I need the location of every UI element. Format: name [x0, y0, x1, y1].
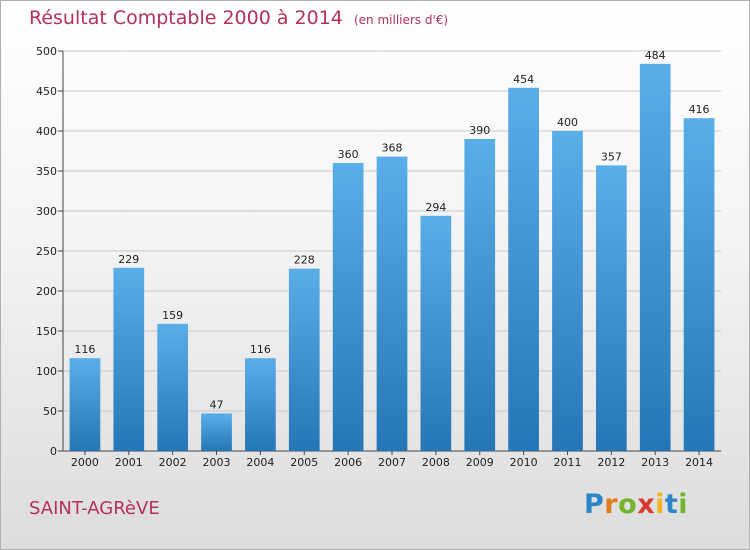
data-label-2004: 116	[250, 343, 271, 356]
y-tick-label: 450	[36, 85, 57, 98]
chart-title: Résultat Comptable 2000 à 2014 (en milli…	[29, 7, 448, 29]
data-label-2010: 454	[513, 73, 534, 86]
data-label-2001: 229	[118, 253, 139, 266]
bar-2003	[201, 413, 232, 451]
data-label-2013: 484	[645, 49, 666, 62]
bar-2009	[464, 139, 496, 451]
y-tick-label: 300	[36, 205, 57, 218]
x-tick-label: 2011	[553, 456, 581, 469]
data-label-2005: 228	[294, 254, 315, 267]
y-tick-label: 150	[36, 325, 57, 338]
bars	[69, 63, 715, 452]
logo-letter: r	[604, 489, 619, 520]
bar-2006	[332, 163, 364, 451]
x-tick-label: 2007	[378, 456, 406, 469]
y-tick-label: 500	[36, 45, 57, 58]
chart-title-text: Résultat Comptable 2000 à 2014	[29, 7, 343, 29]
x-tick-label: 2003	[203, 456, 231, 469]
bar-2012	[595, 165, 627, 451]
data-label-2000: 116	[74, 343, 95, 356]
data-label-2009: 390	[469, 124, 490, 137]
bar-2011	[552, 131, 583, 451]
x-tick-label: 2008	[422, 456, 450, 469]
y-tick-label: 0	[50, 445, 57, 458]
data-label-2002: 159	[162, 309, 183, 322]
y-tick-label: 400	[36, 125, 57, 138]
x-tick-label: 2012	[597, 456, 625, 469]
y-tick-label: 250	[36, 245, 57, 258]
data-label-2007: 368	[382, 142, 403, 155]
bar-2005	[288, 268, 320, 451]
logo-letter: t	[664, 489, 679, 520]
y-tick-label: 350	[36, 165, 57, 178]
x-tick-label: 2000	[71, 456, 99, 469]
bar-2002	[157, 323, 189, 451]
x-tick-label: 2010	[510, 456, 538, 469]
bar-2004	[245, 358, 276, 451]
bar-2014	[683, 118, 715, 451]
axes: 0 50 100 150 200 250 300 350 400 450 500 2000 2001 20…	[36, 45, 721, 469]
proxiti-logo[interactable]: Proxiti	[584, 489, 688, 520]
logo-letter: i	[678, 489, 689, 520]
logo-letter: P	[584, 489, 605, 520]
data-label-2014: 416	[689, 103, 710, 116]
x-tick-label: 2013	[641, 456, 669, 469]
labels: 116 229 159 47 116 228 360 368 294 390 454 400 357 48…	[74, 49, 709, 412]
x-tick-label: 2001	[115, 456, 143, 469]
x-tick-label: 2005	[290, 456, 318, 469]
bar-2007	[376, 156, 408, 451]
data-label-2012: 357	[601, 150, 622, 163]
logo-letter: x	[637, 489, 656, 520]
y-tick-label: 100	[36, 365, 57, 378]
bar-2013	[639, 63, 671, 452]
x-tick-label: 2006	[334, 456, 362, 469]
x-tick-label: 2009	[466, 456, 494, 469]
x-tick-label: 2004	[246, 456, 274, 469]
data-label-2003: 47	[210, 398, 224, 411]
y-tick-label: 200	[36, 285, 57, 298]
data-label-2011: 400	[557, 116, 578, 129]
town-name: SAINT-AGRèVE	[29, 498, 160, 519]
bar-2008	[420, 215, 452, 451]
data-label-2006: 360	[338, 148, 359, 161]
data-label-2008: 294	[425, 201, 446, 214]
y-tick-label: 50	[43, 405, 57, 418]
bar-2010	[508, 87, 539, 452]
bar-2001	[113, 267, 145, 451]
x-tick-label: 2002	[159, 456, 187, 469]
bar-2000	[69, 358, 101, 451]
logo-letter: o	[618, 489, 638, 520]
logo-letter: i	[655, 489, 665, 520]
chart-unit-text: (en milliers d'€)	[353, 13, 449, 27]
x-tick-label: 2014	[685, 456, 713, 469]
